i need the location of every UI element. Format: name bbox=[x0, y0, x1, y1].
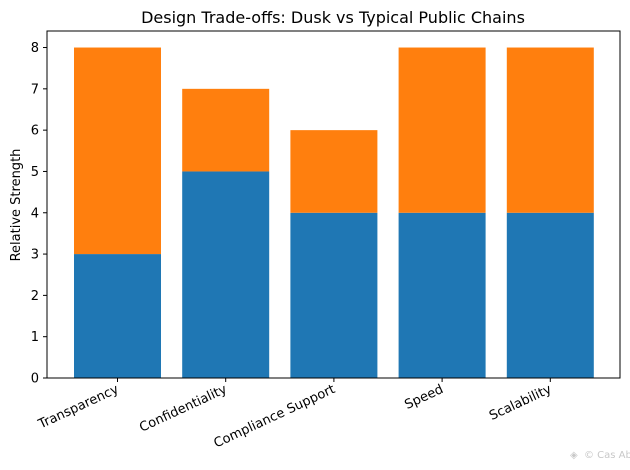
bar-series2-scalability bbox=[506, 47, 594, 213]
watermark-diamond-icon: ◈ bbox=[570, 450, 578, 461]
watermark-text: © Cas Abbé bbox=[584, 449, 630, 461]
bar-series1-speed bbox=[398, 212, 486, 378]
y-axis-ticks: 0 1 2 3 4 5 6 7 8 bbox=[31, 41, 47, 387]
chart-title: Design Trade-offs: Dusk vs Typical Publi… bbox=[141, 8, 525, 27]
bar-series1-confidentiality bbox=[182, 171, 270, 378]
bar-series2-transparency bbox=[74, 47, 161, 255]
watermark: ◈ © Cas Abbé bbox=[570, 449, 630, 461]
bar-series1-compliance-support bbox=[290, 212, 378, 378]
y-tick-label: 4 bbox=[31, 206, 39, 221]
y-tick-label: 1 bbox=[31, 330, 39, 345]
x-tick-label: Compliance Support bbox=[212, 382, 338, 451]
y-tick-label: 6 bbox=[31, 124, 39, 139]
x-tick-label: Confidentiality bbox=[137, 382, 229, 436]
y-tick-label: 2 bbox=[31, 289, 39, 304]
plot-frame bbox=[46, 30, 621, 379]
bars-group bbox=[74, 47, 594, 378]
x-tick-label: Transparency bbox=[35, 382, 121, 433]
bar-series1-scalability bbox=[506, 212, 594, 378]
bar-series1-transparency bbox=[74, 254, 161, 378]
x-tick-label: Speed bbox=[403, 382, 446, 413]
y-tick-label: 8 bbox=[31, 41, 39, 56]
bar-series2-confidentiality bbox=[182, 88, 270, 172]
bar-series2-speed bbox=[398, 47, 486, 213]
y-tick-label: 5 bbox=[31, 165, 39, 180]
y-axis-label: Relative Strength bbox=[9, 149, 24, 262]
y-tick-label: 7 bbox=[31, 82, 39, 97]
x-tick-label: Scalability bbox=[487, 382, 554, 424]
y-tick-label: 0 bbox=[31, 372, 39, 387]
y-tick-label: 3 bbox=[31, 248, 39, 263]
bar-series2-compliance-support bbox=[290, 130, 378, 213]
